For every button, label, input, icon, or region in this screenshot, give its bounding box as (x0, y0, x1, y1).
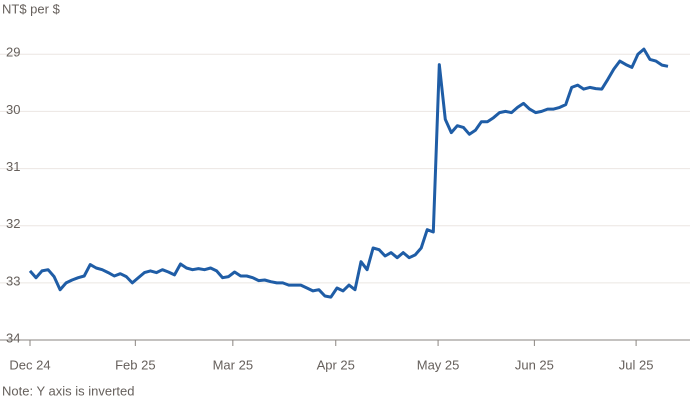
y-tick-label: 32 (6, 216, 20, 231)
y-tick-label: 31 (6, 159, 20, 174)
x-tick-label: Dec 24 (9, 357, 50, 372)
x-tick-label: Jun 25 (515, 357, 554, 372)
x-tick-label: Jul 25 (619, 357, 654, 372)
note: Note: Y axis is inverted (2, 383, 134, 398)
x-tick-label: Apr 25 (317, 357, 355, 372)
x-tick-label: Feb 25 (115, 357, 155, 372)
y-tick-label: 33 (6, 273, 20, 288)
y-tick-label: 29 (6, 45, 20, 60)
y-tick-label: 34 (6, 330, 20, 345)
x-tick-label: May 25 (417, 357, 460, 372)
y-tick-label: 30 (6, 102, 20, 117)
line (28, 47, 669, 299)
x-tick-label: Mar 25 (213, 357, 253, 372)
y-axis-title: NT$ per $ (2, 1, 61, 16)
